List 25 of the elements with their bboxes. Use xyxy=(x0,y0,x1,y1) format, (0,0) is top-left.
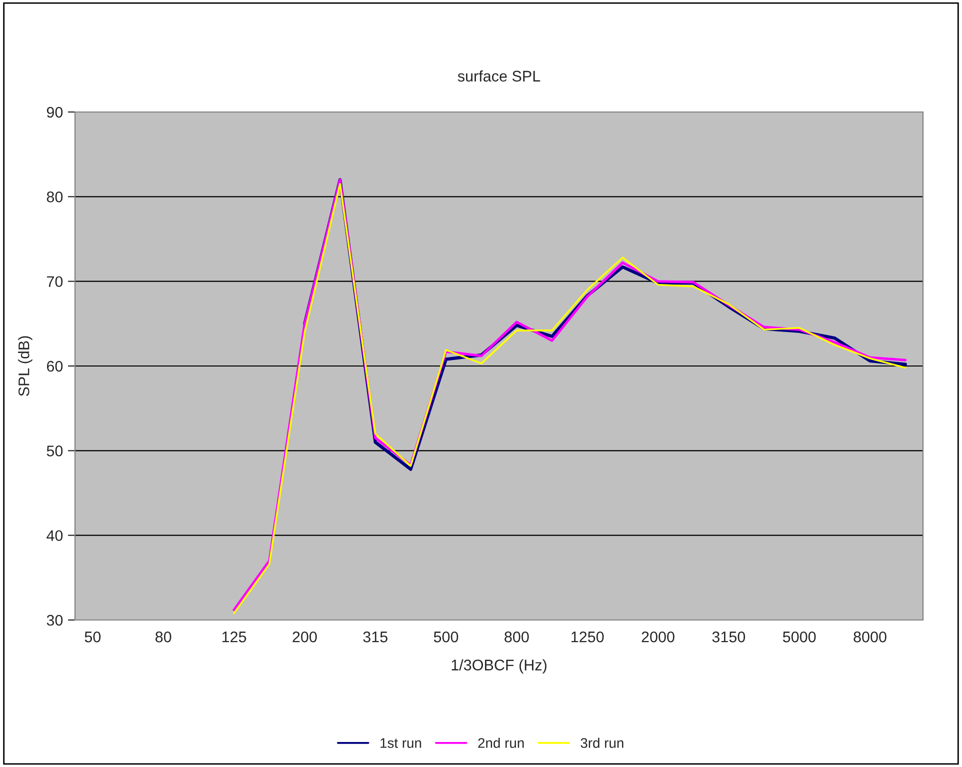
x-tick-label: 500 xyxy=(434,632,458,642)
legend-label: 1st run xyxy=(380,738,422,748)
y-tick-label: 50 xyxy=(46,446,63,456)
x-tick-label: 315 xyxy=(363,632,388,642)
x-tick-label: 80 xyxy=(156,632,172,642)
legend-label: 3rd run xyxy=(580,738,624,748)
x-tick-label: 125 xyxy=(222,632,246,642)
y-axis-title: SPL (dB) xyxy=(18,336,32,396)
x-tick-label: 800 xyxy=(504,632,529,642)
y-tick-label: 70 xyxy=(46,276,63,288)
x-tick-label: 200 xyxy=(292,632,317,642)
x-axis-title: 1/3OBCF (Hz) xyxy=(452,659,546,674)
y-tick-label: 40 xyxy=(46,530,63,542)
y-tick-label: 60 xyxy=(46,360,63,372)
chart-title: surface SPL xyxy=(458,70,540,82)
x-tick-label: 8000 xyxy=(854,632,886,642)
x-tick-label: 3150 xyxy=(712,632,746,642)
y-tick-label: 90 xyxy=(46,106,63,118)
x-tick-label: 50 xyxy=(84,632,101,642)
y-tick-label: 30 xyxy=(46,614,63,626)
x-tick-label: 1250 xyxy=(572,632,604,642)
legend-label: 2nd run xyxy=(478,738,524,748)
x-tick-label: 2000 xyxy=(642,632,674,642)
x-tick-label: 5000 xyxy=(782,632,816,642)
y-tick-label: 80 xyxy=(46,192,63,202)
